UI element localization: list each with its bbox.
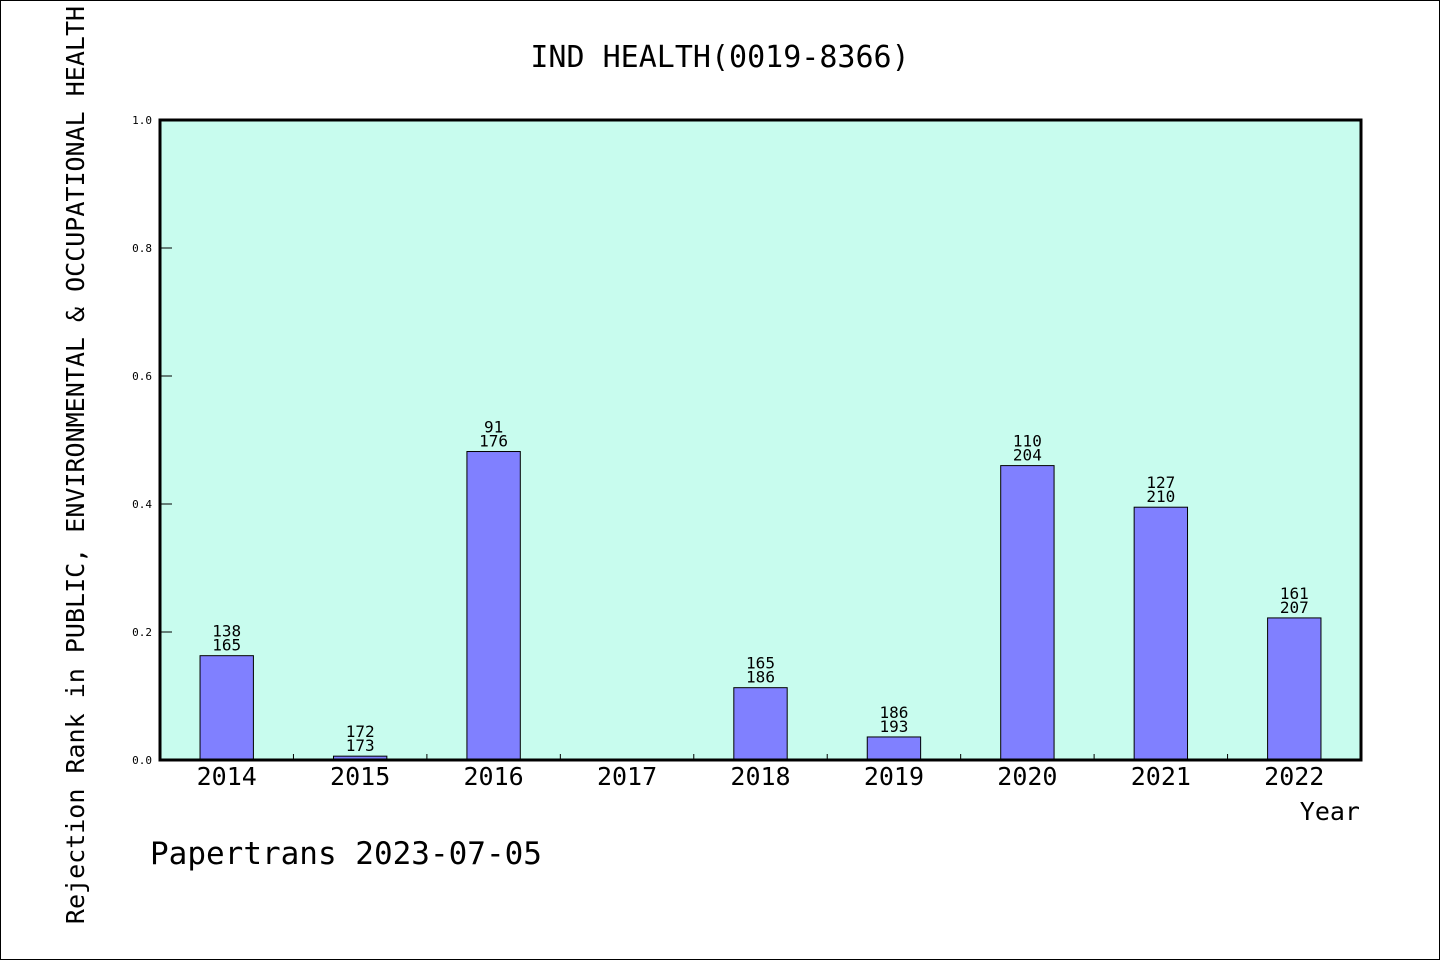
x-tick-label: 2017 [597, 762, 657, 791]
chart-title: IND HEALTH(0019-8366) [530, 40, 909, 75]
x-axis-label: Year [1300, 797, 1360, 826]
x-tick-label: 2018 [730, 762, 790, 791]
bar-label-rank: 127 [1146, 473, 1175, 492]
y-tick-label: 0.8 [132, 242, 152, 255]
footer-text: Papertrans 2023-07-05 [150, 836, 542, 872]
bar-label-rank: 172 [346, 722, 375, 741]
y-axis-label: Rejection Rank in PUBLIC, ENVIRONMENTAL … [61, 6, 90, 924]
y-axis-ticks: 0.0 0.2 0.4 0.6 0.8 1.0 [132, 114, 172, 767]
bar-label-total: 210 [1146, 487, 1175, 506]
plot-frame [158, 118, 1363, 762]
bar-label-rank: 138 [212, 622, 241, 641]
bar-label-total: 186 [746, 668, 775, 687]
x-tick-label: 2016 [464, 762, 524, 791]
bar-label-total: 176 [479, 432, 508, 451]
y-tick-label: 0.0 [132, 754, 152, 767]
y-tick-label: 0.2 [132, 626, 152, 639]
bar-label-rank: 161 [1280, 584, 1309, 603]
bar-2020 [1000, 465, 1055, 761]
bars-layer [199, 451, 1322, 761]
y-tick-label: 1.0 [132, 114, 152, 127]
bar-label-rank: 91 [484, 418, 503, 437]
x-tick-label: 2020 [997, 762, 1057, 791]
y-tick-label: 0.4 [132, 498, 152, 511]
x-tick-label: 2015 [330, 762, 390, 791]
bar-2022 [1267, 617, 1322, 761]
bar-label-total: 193 [879, 717, 908, 736]
x-tick-label: 2021 [1131, 762, 1191, 791]
x-tick-label: 2022 [1264, 762, 1324, 791]
x-tick-label: 2019 [864, 762, 924, 791]
bar-label-rank: 110 [1013, 432, 1042, 451]
x-axis-ticks: 2014 2015 2016 2017 2018 2019 2020 2021 2022 [197, 754, 1324, 791]
x-tick-label: 2014 [197, 762, 257, 791]
bar-label-total: 173 [346, 736, 375, 755]
bar-label-total: 207 [1280, 598, 1309, 617]
bar-2018 [733, 687, 788, 761]
bar-2019 [866, 736, 922, 761]
bar-2021 [1133, 506, 1189, 761]
bar-labels-layer: 1381651721739117616518618619311020412721… [212, 418, 1308, 756]
bar-label-total: 165 [212, 636, 241, 655]
bar-label-rank: 186 [879, 703, 908, 722]
y-tick-label: 0.6 [132, 370, 152, 383]
bar-label-rank: 165 [746, 654, 775, 673]
bar-label-total: 204 [1013, 446, 1042, 465]
bar-2014 [199, 655, 254, 761]
bar-2016 [466, 451, 521, 761]
